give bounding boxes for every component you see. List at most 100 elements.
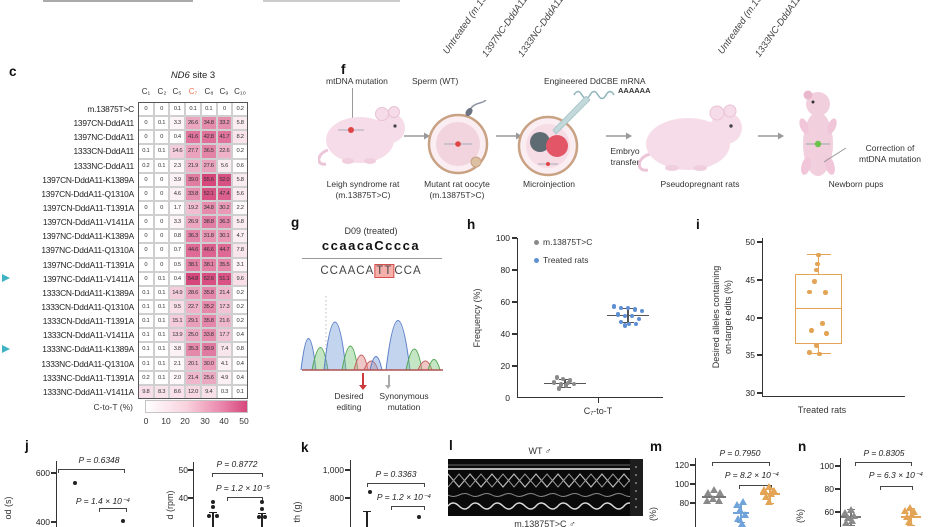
data-point [639, 308, 645, 314]
data-point [615, 312, 621, 317]
sperm-icon [465, 107, 473, 117]
data-point [618, 319, 624, 325]
significance-bracket [212, 473, 263, 477]
data-point [121, 519, 125, 523]
chromatogram [300, 296, 443, 371]
m-ytick: 120 [674, 460, 689, 470]
colorbar-tick: 20 [180, 416, 190, 426]
data-point [814, 267, 819, 273]
data-point [571, 381, 577, 387]
heatmap-cell: 26.9 [185, 215, 201, 230]
error-cap [847, 524, 855, 526]
line-mark [51, 521, 56, 523]
rat-illustration-pregnant [638, 104, 742, 172]
rotated-axis-label: 1333NC-DddA11- [753, 0, 805, 60]
heatmap-cell: 21.9 [185, 158, 201, 173]
data-point [820, 321, 825, 326]
nucleus-dark [530, 132, 550, 152]
error-bar [366, 511, 368, 527]
sperm-label: Sperm (WT) [412, 76, 459, 86]
i-ytick: 40 [745, 313, 755, 323]
synonymous-label2: mutation [387, 402, 421, 412]
k-pvalue-1: P = 0.3363 [375, 469, 417, 479]
data-point-triangle [848, 516, 856, 524]
heatmap-cell: 26.6 [185, 116, 201, 131]
heatmap-cell: 0 [153, 201, 170, 216]
h-ytick: 0 [505, 393, 510, 403]
line-mark [690, 483, 695, 485]
heatmap-cell: 0 [153, 130, 170, 145]
heatmap-cell: 27.6 [200, 158, 217, 173]
data-point-triangle [841, 508, 849, 516]
data-point-triangle [905, 517, 913, 525]
significance-bracket [99, 508, 127, 512]
cutoff-panel-edge-1 [43, 0, 193, 2]
pointer-line [352, 88, 353, 128]
heatmap-cell: 0.5 [169, 257, 186, 272]
significance-bracket [367, 483, 425, 487]
rat-illustration [318, 106, 405, 166]
heatmap-cell: 17.3 [216, 300, 233, 315]
data-point [263, 515, 267, 519]
data-point [812, 279, 817, 284]
heatmap-row-label: 1397NC-DddA11 [73, 132, 134, 143]
heatmap-cell: 33.2 [216, 116, 233, 131]
heatmap-cell: 3.8 [169, 342, 186, 357]
data-point-triangle [765, 497, 773, 505]
heatmap-cell: 36.5 [200, 144, 217, 159]
data-point-triangle [903, 512, 911, 520]
heatmap-cell: 3.3 [169, 116, 186, 131]
oocyte-caption: Mutant rat oocyte [424, 179, 490, 189]
heatmap-cell: 1.7 [169, 201, 186, 216]
heatmap-cell: 0.1 [138, 300, 154, 315]
heatmap-col-header: C₉ [219, 87, 229, 96]
data-point [611, 304, 617, 309]
micro-caption: Microinjection [523, 179, 575, 189]
panel-j-label: j [25, 438, 29, 453]
heatmap-cell: 33.8 [200, 328, 217, 343]
heatmap-row-label: 1397CN-DddA11-V1411A [42, 217, 134, 228]
heatmap-cell: 41.6 [185, 130, 201, 145]
heatmap-cell: 0.4 [169, 130, 186, 145]
cutoff-panel-edge-2 [263, 0, 400, 2]
h-x-axis [517, 397, 663, 399]
heatmap-cell: 46.6 [200, 243, 217, 258]
data-point-triangle [847, 505, 855, 513]
i-ytick: 50 [745, 237, 755, 247]
j-right-ytick: 40 [178, 493, 188, 503]
heatmap-cell: 3.9 [169, 172, 186, 187]
h-ytick: 80 [500, 265, 510, 275]
heatmap-cell: 38.1 [200, 257, 217, 272]
j-left-pvalue-1: P = 0.6348 [78, 455, 120, 465]
data-point-triangle [715, 496, 723, 504]
heatmap-cell: 52.0 [216, 172, 233, 187]
heatmap-cell: 35.8 [200, 285, 217, 300]
desired-editing-label2: editing [336, 402, 362, 412]
legend-dot-gray [534, 240, 539, 245]
heatmap-cell: 5.8 [232, 215, 248, 230]
heatmap-cell: 30.2 [216, 201, 233, 216]
panel-h-label: h [467, 217, 476, 232]
heatmap-cell: 0 [153, 172, 170, 187]
data-point [368, 490, 372, 494]
heatmap-cell: 34.8 [200, 116, 217, 131]
heatmap-cell: 0.1 [138, 285, 154, 300]
line-mark [757, 241, 762, 243]
data-point [73, 481, 77, 485]
heatmap-cell: 0.1 [153, 271, 170, 286]
heatmap-cell: 22.6 [216, 144, 233, 159]
heatmap-cell: 28.6 [185, 285, 201, 300]
data-point-triangle [906, 503, 914, 511]
heatmap-cell: 0.1 [138, 356, 154, 371]
n-ytick: 100 [819, 461, 834, 471]
heatmap-cell: 20.1 [185, 356, 201, 371]
k-y-axis-label: th (g) [292, 501, 302, 523]
target-sequence: ccaacaCccca [321, 238, 421, 253]
heatmap-cell: 35.5 [216, 257, 233, 272]
arrow-right-icon [404, 132, 430, 140]
heatmap-cell: 19.2 [185, 201, 201, 216]
heatmap-cell: 5.6 [216, 158, 233, 173]
h-x-axis-label: C₇-to-T [583, 406, 613, 416]
h-ytick: 40 [500, 329, 510, 339]
heatmap-cell: 21.4 [216, 285, 233, 300]
